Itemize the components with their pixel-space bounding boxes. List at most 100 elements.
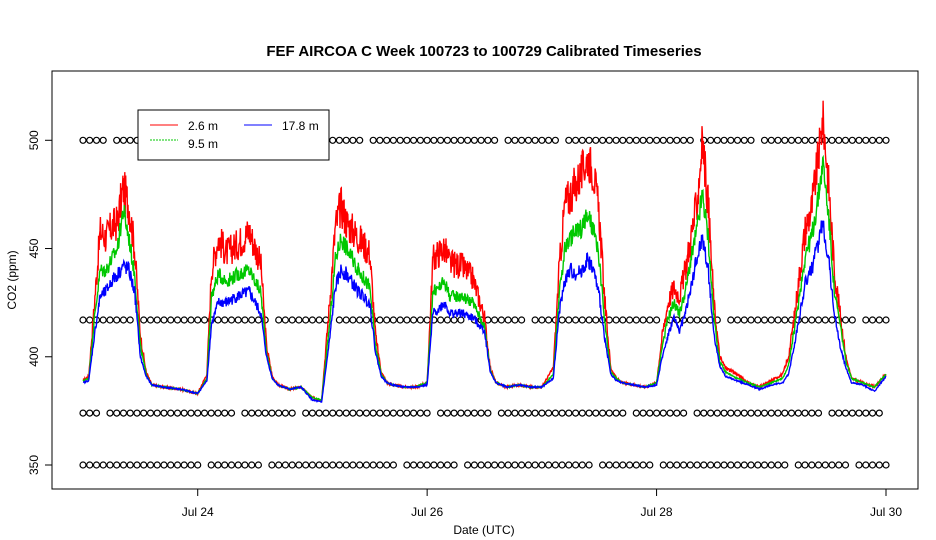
- flag-point: [504, 316, 512, 324]
- flag-point: [194, 409, 202, 417]
- flag-point: [396, 409, 404, 417]
- flag-point: [241, 316, 249, 324]
- flag-point: [592, 409, 600, 417]
- flag-point: [801, 136, 809, 144]
- flag-point: [774, 409, 782, 417]
- flag-point: [578, 136, 586, 144]
- flag-point: [194, 316, 202, 324]
- legend-label-17-8m: 17.8 m: [282, 119, 319, 133]
- flag-point: [767, 409, 775, 417]
- flag-point: [113, 316, 121, 324]
- flag-point: [464, 136, 472, 144]
- flag-point: [801, 461, 809, 469]
- flag-point: [531, 316, 539, 324]
- flag-point: [79, 316, 87, 324]
- flag-point: [113, 409, 121, 417]
- flag-point: [437, 409, 445, 417]
- x-tick-label-Jul-30: Jul 30: [870, 505, 902, 519]
- flag-point: [335, 316, 343, 324]
- flag-point: [248, 409, 256, 417]
- flag-point: [828, 136, 836, 144]
- flag-point: [403, 461, 411, 469]
- flag-point: [376, 136, 384, 144]
- flag-point: [437, 136, 445, 144]
- flag-point: [423, 316, 431, 324]
- flag-point: [383, 461, 391, 469]
- x-tick-label-Jul-26: Jul 26: [411, 505, 443, 519]
- flag-point: [383, 136, 391, 144]
- flag-point: [565, 461, 573, 469]
- flag-point: [686, 316, 694, 324]
- flag-point: [814, 461, 823, 469]
- flag-point: [517, 409, 526, 417]
- flag-point: [517, 316, 526, 324]
- flag-point: [754, 316, 762, 324]
- flag-point: [517, 461, 526, 469]
- flag-point: [558, 409, 566, 417]
- flag-point: [497, 409, 505, 417]
- flag-point: [727, 316, 735, 324]
- flag-point: [774, 461, 782, 469]
- flag-point: [416, 461, 424, 469]
- flag-point: [565, 136, 573, 144]
- flag-point: [808, 316, 816, 324]
- flag-point: [430, 461, 438, 469]
- flag-point: [625, 136, 634, 144]
- flag-point: [848, 409, 856, 417]
- flag-point: [119, 316, 128, 324]
- flag-point: [828, 461, 836, 469]
- flag-point: [538, 136, 546, 144]
- x-axis: Jul 24 Jul 26 Jul 28 Jul 30: [182, 488, 902, 519]
- flag-point: [457, 136, 465, 144]
- flag-point: [113, 136, 121, 144]
- series-line-9-5-m: [82, 154, 887, 402]
- flag-point: [491, 461, 499, 469]
- flag-point: [538, 409, 546, 417]
- flag-point: [254, 409, 262, 417]
- flag-point: [416, 316, 424, 324]
- flag-point: [315, 409, 323, 417]
- flag-point: [801, 409, 809, 417]
- flag-point: [349, 409, 357, 417]
- flag-point: [781, 461, 789, 469]
- flag-point: [99, 461, 107, 469]
- flag-point: [99, 316, 107, 324]
- flag-point: [673, 461, 681, 469]
- flag-point: [342, 409, 350, 417]
- flag-point: [814, 316, 823, 324]
- flag-point: [106, 316, 114, 324]
- flag-point: [396, 136, 404, 144]
- flag-point: [619, 316, 627, 324]
- flag-point: [126, 316, 134, 324]
- flag-point: [733, 136, 742, 144]
- flag-point: [706, 136, 715, 144]
- flag-point: [281, 316, 289, 324]
- flag-point: [760, 136, 769, 144]
- flag-point: [760, 409, 769, 417]
- flag-point: [733, 409, 742, 417]
- flag-point: [706, 461, 715, 469]
- flag-point: [700, 409, 708, 417]
- flag-point: [760, 461, 769, 469]
- flag-point: [605, 136, 613, 144]
- flag-point: [457, 409, 465, 417]
- flag-point: [882, 136, 890, 144]
- flag-point: [578, 409, 586, 417]
- flag-point: [625, 461, 634, 469]
- flag-point: [335, 461, 343, 469]
- flag-point: [221, 409, 229, 417]
- flag-point: [484, 409, 492, 417]
- flag-point: [781, 316, 789, 324]
- flag-point: [369, 461, 377, 469]
- flag-point: [632, 316, 640, 324]
- flag-point: [315, 461, 323, 469]
- flag-point: [153, 316, 161, 324]
- flag-point: [848, 136, 856, 144]
- flag-point: [524, 409, 533, 417]
- flag-point: [410, 409, 418, 417]
- flag-point: [524, 461, 533, 469]
- flag-point: [808, 461, 816, 469]
- flag-point: [92, 461, 101, 469]
- flag-point: [727, 136, 735, 144]
- legend-label-2-6m: 2.6 m: [188, 119, 218, 133]
